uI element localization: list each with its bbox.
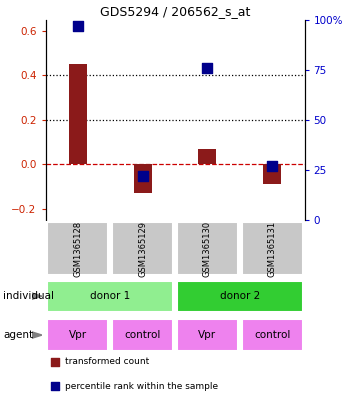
Text: Vpr: Vpr (69, 330, 87, 340)
Bar (112, 319, 173, 351)
Text: control: control (125, 330, 161, 340)
Point (52, 383, 58, 389)
Bar (69, 64, 87, 164)
Bar (48, 319, 108, 351)
Text: donor 1: donor 1 (90, 291, 130, 301)
Point (270, 163, 275, 169)
Point (52, 359, 58, 365)
Point (204, 64, 210, 71)
Text: percentile rank within the sample: percentile rank within the sample (65, 382, 218, 391)
Bar (48, 222, 108, 275)
Title: GDS5294 / 206562_s_at: GDS5294 / 206562_s_at (100, 6, 250, 18)
Bar (48, 281, 173, 312)
Bar (134, 164, 152, 193)
Bar (198, 149, 216, 164)
Text: agent: agent (4, 330, 34, 340)
Text: donor 2: donor 2 (220, 291, 260, 301)
Text: GSM1365129: GSM1365129 (138, 220, 147, 277)
Text: control: control (254, 330, 290, 340)
Bar (177, 281, 302, 312)
Point (75, 22, 80, 29)
Bar (242, 222, 302, 275)
Point (140, 173, 146, 179)
Text: individual: individual (4, 291, 55, 301)
Polygon shape (32, 293, 42, 299)
Bar (242, 319, 302, 351)
Text: GSM1365131: GSM1365131 (268, 220, 276, 277)
Bar (112, 222, 173, 275)
Text: GSM1365128: GSM1365128 (74, 220, 82, 277)
Text: GSM1365130: GSM1365130 (203, 220, 212, 277)
Bar (177, 222, 238, 275)
Polygon shape (32, 332, 42, 338)
Bar (263, 164, 281, 184)
Text: transformed count: transformed count (65, 357, 149, 366)
Text: Vpr: Vpr (198, 330, 216, 340)
Bar (177, 319, 238, 351)
